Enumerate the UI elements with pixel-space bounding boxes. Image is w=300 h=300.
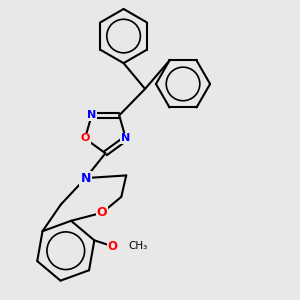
Text: N: N xyxy=(87,110,96,120)
Text: O: O xyxy=(107,240,118,253)
Text: O: O xyxy=(80,134,90,143)
Text: N: N xyxy=(121,134,130,143)
Text: N: N xyxy=(80,172,91,184)
Text: CH₃: CH₃ xyxy=(128,241,148,251)
Text: O: O xyxy=(97,206,107,219)
